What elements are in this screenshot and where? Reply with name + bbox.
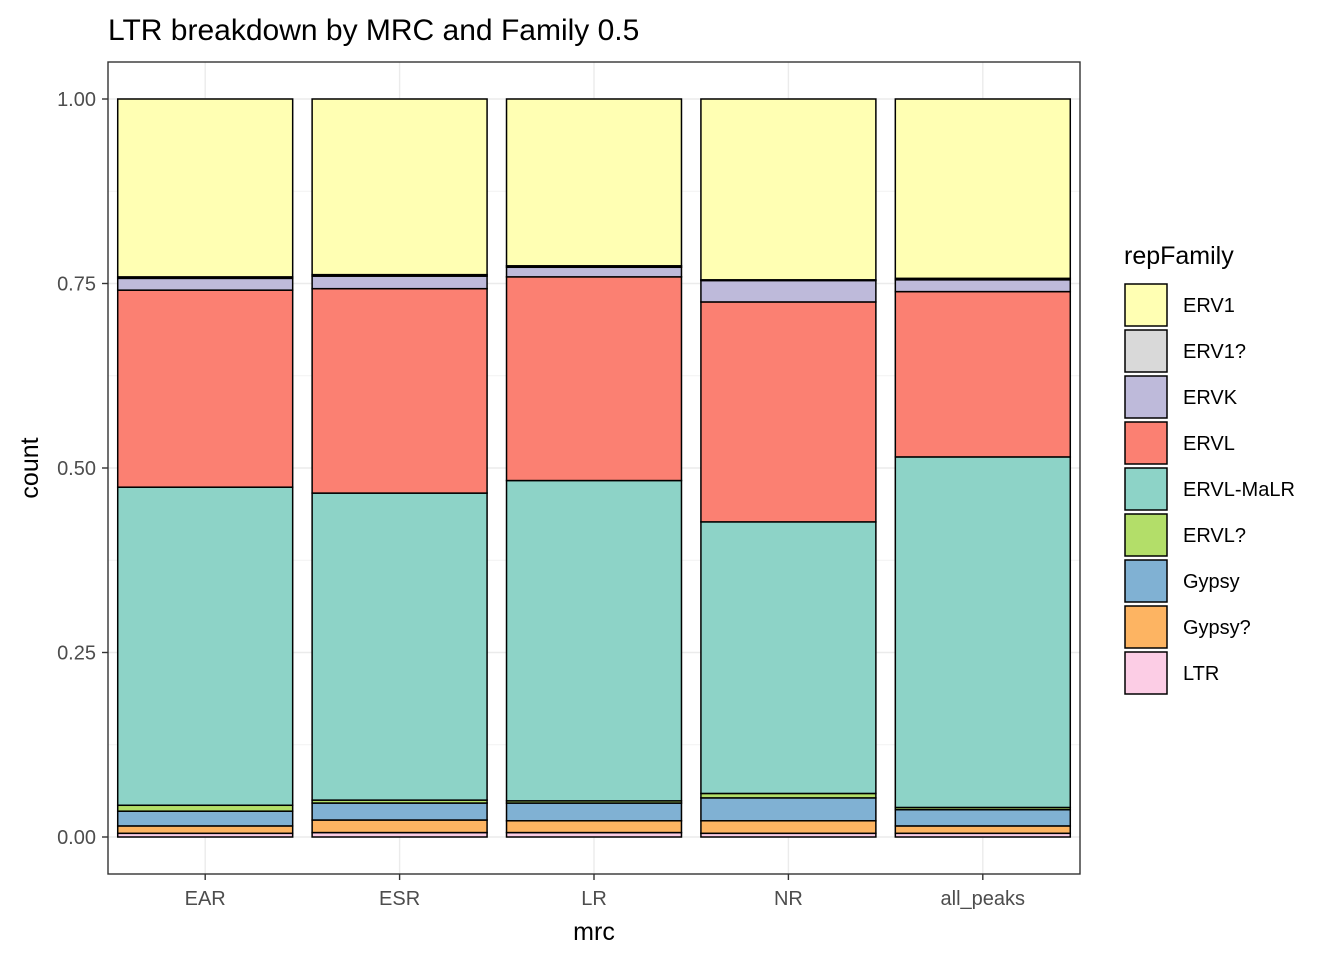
x-tick-label: ESR <box>379 888 420 910</box>
x-tick-label: all_peaks <box>941 888 1026 910</box>
legend-label: ERVL-MaLR <box>1183 479 1295 501</box>
legend-item-ERV1: ERV1 <box>1124 283 1235 327</box>
bar-segment-EAR-Gypsy <box>116 810 294 827</box>
bar-stack-all_peaks <box>894 98 1072 838</box>
legend-label: ERVL? <box>1183 525 1246 547</box>
bar-stack-LR <box>505 98 683 838</box>
bar-segment-NR-ERV1 <box>700 98 877 281</box>
legend-item-ERVK: ERVK <box>1124 375 1238 419</box>
y-tick-label: 0.00 <box>57 827 96 849</box>
bar-stack-NR <box>700 98 877 838</box>
y-tick-label: 0.75 <box>57 274 96 296</box>
y-tick-label: 0.25 <box>57 643 96 665</box>
bar-segment-all_peaks-Gypsy? <box>894 825 1072 835</box>
bar-segment-LR-ERVL-MaLR <box>505 479 683 802</box>
bar-segment-EAR-ERVL? <box>116 804 294 812</box>
bar-segment-all_peaks-ERVL <box>894 290 1072 458</box>
y-tick-label: 0.50 <box>57 458 96 480</box>
x-tick-label: EAR <box>185 888 226 910</box>
bar-segment-all_peaks-ERV1 <box>894 98 1072 280</box>
bar-segment-ESR-ERVL-MaLR <box>311 492 488 801</box>
legend-label: Gypsy <box>1183 571 1240 593</box>
bar-segment-all_peaks-ERVL-MaLR <box>894 456 1072 809</box>
legend-key-LTR <box>1124 651 1168 695</box>
bar-segment-EAR-ERVL-MaLR <box>116 486 294 807</box>
plot-area: 0.00 0.25 0.50 0.75 1.00 EAR ESR LR NR all_peaks <box>57 61 1081 910</box>
bar-segment-EAR-Gypsy? <box>116 825 294 835</box>
legend-key-Gypsy <box>1124 559 1168 603</box>
bar-segment-NR-ERVK <box>700 279 877 303</box>
bar-segment-all_peaks-ERVK <box>894 279 1072 293</box>
bar-segment-LR-ERVK <box>505 266 683 278</box>
bar-segment-LR-ERVL <box>505 276 683 482</box>
legend-label: ERVL <box>1183 433 1235 455</box>
bar-segment-LR-Gypsy? <box>505 820 683 834</box>
legend-key-ERVK <box>1124 375 1168 419</box>
x-axis-title: mrc <box>573 918 615 946</box>
legend-key-ERV1 <box>1124 283 1168 327</box>
bar-segment-EAR-ERVK <box>116 277 294 291</box>
bar-segment-NR-Gypsy? <box>700 820 877 835</box>
bar-segment-ESR-ERVL <box>311 287 488 494</box>
legend-label: ERV1? <box>1183 341 1246 363</box>
x-tick-label: NR <box>774 888 803 910</box>
legend-key-ERVL? <box>1124 513 1168 557</box>
legend-title: repFamily <box>1124 242 1234 270</box>
legend-item-LTR: LTR <box>1124 651 1219 695</box>
bar-segment-EAR-ERVL <box>116 289 294 488</box>
bar-segment-ESR-ERVK <box>311 275 488 290</box>
bar-segment-LR-ERV1 <box>505 98 683 267</box>
legend-label: Gypsy? <box>1183 617 1251 639</box>
bar-stack-EAR <box>116 98 294 838</box>
bar-segment-NR-ERVL-MaLR <box>700 521 877 795</box>
bar-segment-LR-Gypsy <box>505 802 683 822</box>
legend-item-ERVL: ERVL <box>1124 421 1235 465</box>
bar-segment-NR-ERVL <box>700 301 877 523</box>
legend-key-ERVL <box>1124 421 1168 465</box>
legend-item-ERV1?: ERV1? <box>1124 329 1246 373</box>
bar-segment-ESR-Gypsy? <box>311 819 488 834</box>
legend-item-ERVL-MaLR: ERVL-MaLR <box>1124 467 1295 511</box>
bar-segment-EAR-ERV1 <box>116 98 294 278</box>
chart-title: LTR breakdown by MRC and Family 0.5 <box>108 14 639 47</box>
legend-item-Gypsy?: Gypsy? <box>1124 605 1251 649</box>
bar-stack-ESR <box>311 98 488 838</box>
y-axis-title: count <box>16 437 44 498</box>
y-tick-label: 1.00 <box>57 89 96 111</box>
legend-label: ERV1 <box>1183 295 1235 317</box>
legend-item-ERVL?: ERVL? <box>1124 513 1246 557</box>
legend-item-Gypsy: Gypsy <box>1124 559 1240 603</box>
legend-key-ERV1? <box>1124 329 1168 373</box>
x-tick-label: LR <box>581 888 607 910</box>
legend-key-ERVL-MaLR <box>1124 467 1168 511</box>
legend: repFamily ERV1 ERV1? ERVK ERVL ERVL-MaLR ERVL… <box>1124 242 1295 695</box>
legend-label: ERVK <box>1183 387 1238 409</box>
bar-segment-ESR-ERV1 <box>311 98 488 276</box>
legend-label: LTR <box>1183 663 1219 685</box>
bar-segment-all_peaks-Gypsy <box>894 808 1072 827</box>
bar-segment-ESR-Gypsy <box>311 802 488 821</box>
bar-segment-NR-Gypsy <box>700 797 877 822</box>
legend-key-Gypsy? <box>1124 605 1168 649</box>
